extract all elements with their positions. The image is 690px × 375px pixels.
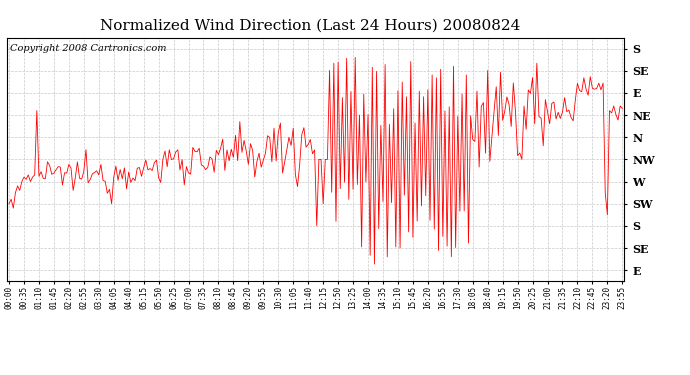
Text: Copyright 2008 Cartronics.com: Copyright 2008 Cartronics.com [10, 44, 166, 52]
Text: Normalized Wind Direction (Last 24 Hours) 20080824: Normalized Wind Direction (Last 24 Hours… [100, 19, 521, 33]
